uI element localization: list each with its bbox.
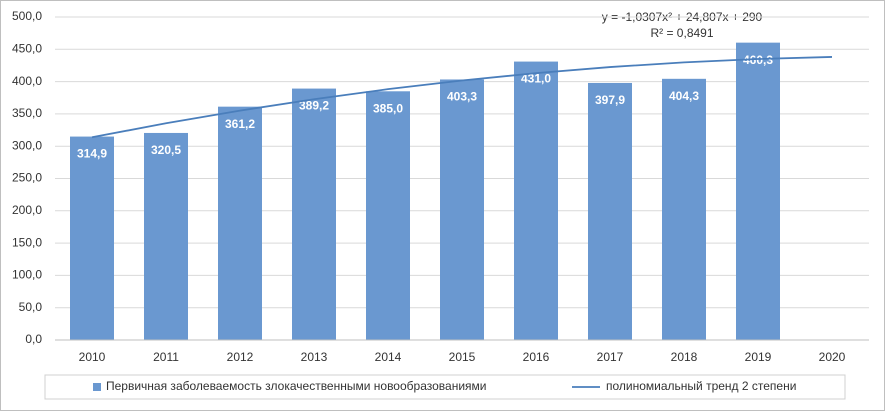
x-tick-label: 2020	[819, 350, 846, 364]
x-tick-label: 2017	[597, 350, 624, 364]
y-tick-label: 350,0	[12, 106, 42, 120]
value-label: 403,3	[447, 90, 477, 104]
bar	[218, 106, 262, 341]
bar	[70, 136, 114, 340]
value-label: 385,0	[373, 101, 403, 115]
x-tick-label: 2015	[449, 350, 476, 364]
bar	[588, 82, 632, 340]
value-label: 404,3	[669, 89, 699, 103]
value-label: 314,9	[77, 147, 107, 161]
bar	[366, 91, 410, 340]
x-tick-label: 2014	[375, 350, 402, 364]
y-tick-label: 500,0	[12, 9, 42, 23]
y-tick-label: 450,0	[12, 41, 42, 55]
bar	[292, 88, 336, 340]
bar	[144, 132, 188, 340]
x-tick-label: 2011	[153, 350, 179, 364]
legend-frame	[44, 374, 846, 400]
trend-r2: R² = 0,8491	[650, 26, 713, 40]
value-label: 320,5	[151, 143, 181, 157]
value-label: 397,9	[595, 93, 625, 107]
y-tick-label: 300,0	[12, 138, 42, 152]
x-tick-label: 2016	[523, 350, 550, 364]
y-tick-label: 100,0	[12, 268, 42, 282]
legend-label: полиномиальный тренд 2 степени	[606, 379, 796, 393]
trend-line	[91, 56, 833, 139]
legend-label: Первичная заболеваемость злокачественным…	[106, 379, 486, 393]
value-label: 431,0	[521, 72, 551, 86]
bar	[440, 79, 484, 340]
y-tick-label: 400,0	[12, 74, 42, 88]
y-tick-label: 150,0	[12, 235, 42, 249]
bar	[736, 42, 780, 340]
value-label: 361,2	[225, 117, 255, 131]
y-tick-label: 0,0	[25, 332, 42, 346]
x-tick-label: 2019	[745, 350, 772, 364]
x-tick-label: 2012	[227, 350, 254, 364]
legend-swatch	[93, 383, 101, 391]
x-tick-label: 2018	[671, 350, 698, 364]
y-tick-label: 250,0	[12, 171, 42, 185]
value-label: 389,2	[299, 99, 329, 113]
x-tick-label: 2010	[79, 350, 106, 364]
bar	[514, 61, 558, 340]
bar	[662, 78, 706, 340]
y-tick-label: 200,0	[12, 203, 42, 217]
x-tick-label: 2013	[301, 350, 328, 364]
y-tick-label: 50,0	[19, 300, 43, 314]
